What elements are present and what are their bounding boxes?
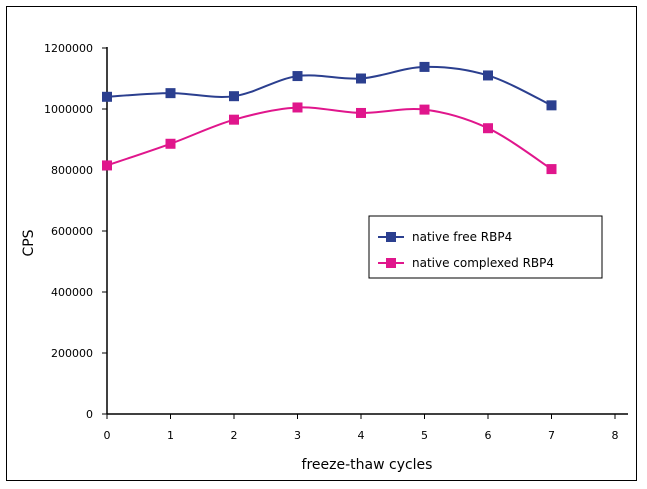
x-tick-label: 1	[167, 429, 174, 442]
data-point-marker	[483, 123, 493, 134]
series-2	[102, 102, 557, 175]
data-point-marker	[292, 71, 303, 82]
data-point-marker	[546, 100, 557, 111]
y-tick-label: 1000000	[44, 103, 93, 116]
x-tick-label: 5	[421, 429, 428, 442]
series-1	[102, 61, 557, 111]
tick-labels: 0 200000 400000 600000 800000 1000000 1200000 0…	[44, 42, 619, 442]
y-axis-title: CPS	[21, 229, 37, 256]
y-tick-label: 0	[86, 408, 93, 421]
data-point-marker	[292, 102, 303, 113]
data-point-marker	[419, 104, 430, 115]
data-point-marker	[102, 160, 112, 171]
x-tick-label: 7	[548, 429, 555, 442]
legend-marker	[386, 232, 396, 242]
data-point-marker	[356, 107, 366, 118]
y-tick-label: 600000	[51, 225, 93, 238]
legend-item-2: native complexed RBP4	[378, 256, 554, 270]
x-tick-label: 2	[231, 429, 238, 442]
data-point-marker	[356, 73, 366, 84]
legend-box	[368, 215, 603, 279]
data-point-marker	[229, 114, 239, 125]
x-tick-label: 4	[358, 429, 365, 442]
y-tick-label: 400000	[51, 286, 93, 299]
legend-item-1: native free RBP4	[378, 230, 512, 244]
data-point-marker	[102, 91, 112, 102]
data-point-marker	[229, 91, 239, 102]
x-tick-label: 6	[485, 429, 492, 442]
x-tick-label: 0	[104, 429, 111, 442]
data-point-marker	[483, 70, 493, 81]
data-point-marker	[419, 61, 430, 72]
x-tick-label: 3	[294, 429, 301, 442]
y-tick-label: 1200000	[44, 42, 93, 55]
legend-label: native complexed RBP4	[412, 256, 554, 270]
x-axis-title: freeze-thaw cycles	[302, 457, 433, 473]
data-point-marker	[165, 138, 176, 149]
legend: native free RBP4 native complexed RBP4	[368, 215, 603, 279]
series-line	[106, 106, 553, 170]
data-point-marker	[165, 88, 176, 99]
series-layer	[102, 61, 557, 175]
legend-marker	[386, 258, 396, 268]
x-tick-label: 8	[612, 429, 619, 442]
y-tick-label: 200000	[51, 347, 93, 360]
data-point-marker	[546, 164, 557, 175]
legend-label: native free RBP4	[412, 230, 512, 244]
y-tick-label: 800000	[51, 164, 93, 177]
